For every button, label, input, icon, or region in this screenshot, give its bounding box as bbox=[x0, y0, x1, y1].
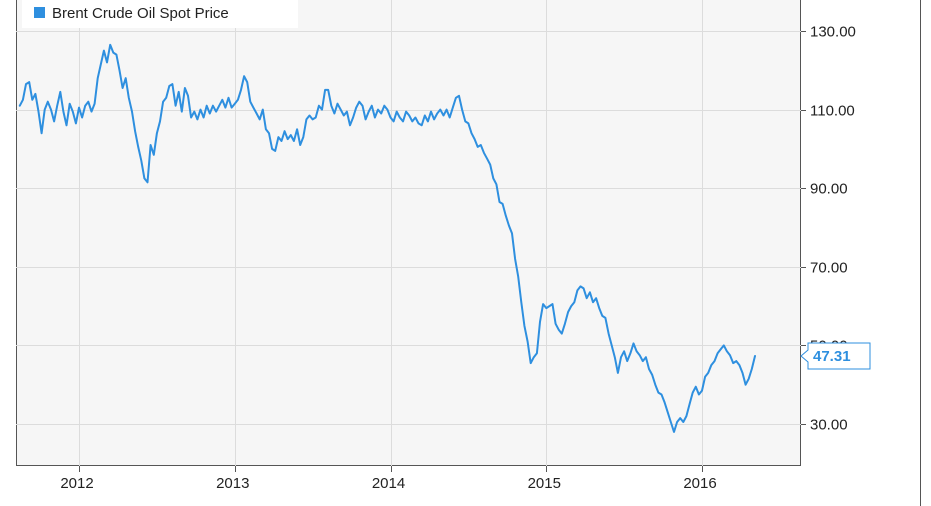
x-tick-label: 2013 bbox=[216, 475, 249, 492]
y-tick-label: 70.00 bbox=[810, 260, 848, 277]
y-tick-label: 130.00 bbox=[810, 24, 856, 41]
y-tick-label: 30.00 bbox=[810, 417, 848, 434]
y-tick-label: 90.00 bbox=[810, 181, 848, 198]
legend-background bbox=[22, 0, 298, 28]
x-tick-label: 2012 bbox=[60, 475, 93, 492]
series-layer bbox=[18, 43, 756, 433]
y-gridlines bbox=[16, 31, 806, 425]
legend[interactable]: Brent Crude Oil Spot Price bbox=[22, 0, 298, 28]
x-tick-label: 2014 bbox=[372, 475, 405, 492]
plot-background bbox=[16, 0, 801, 466]
x-tick-label: 2016 bbox=[683, 475, 716, 492]
legend-label-brent: Brent Crude Oil Spot Price bbox=[52, 5, 229, 22]
series-line-brent bbox=[18, 43, 756, 433]
x-axis-labels: 2012 2013 2014 2015 2016 bbox=[60, 475, 716, 492]
legend-swatch-brent bbox=[34, 7, 45, 18]
last-value-callout: 47.31 bbox=[800, 342, 871, 370]
last-value-callout-text: 47.31 bbox=[813, 348, 851, 365]
x-tick-label: 2015 bbox=[528, 475, 561, 492]
last-value-callout-box bbox=[800, 342, 871, 370]
y-tick-label: 110.00 bbox=[810, 103, 855, 120]
